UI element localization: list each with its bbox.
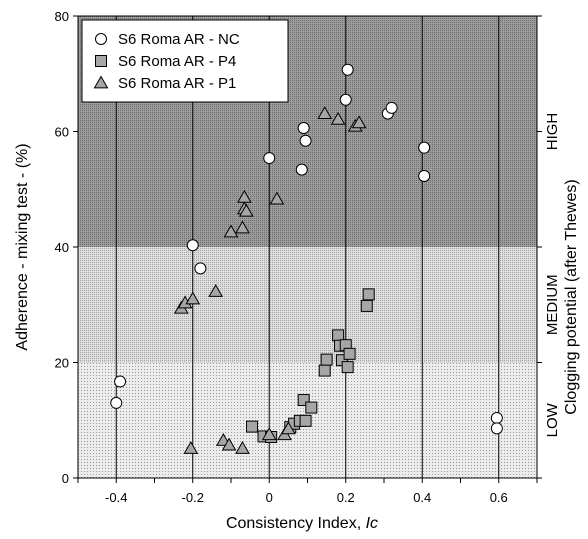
data-point [235,220,250,234]
data-point [343,347,356,360]
zone-labels: LOW MEDIUM HIGH [544,113,561,438]
y-tick-label: 20 [55,356,69,371]
legend-label: S6 Roma AR - NC [118,31,240,48]
data-point [186,239,199,252]
data-point [281,421,296,435]
data-point [297,394,310,407]
data-point [238,203,254,217]
data-point [221,437,237,451]
data-point [295,163,308,176]
x-tick-label: 0.2 [337,490,355,505]
legend-box [81,19,289,103]
data-point [418,169,431,182]
data-point [341,63,354,76]
data-point [246,420,259,433]
data-point [194,262,207,275]
data-point [269,191,285,205]
data-point [114,375,127,388]
series-1 [110,63,503,435]
x-tick-label: -0.4 [105,490,127,505]
data-point [318,364,331,377]
data-point [261,427,277,441]
y-axis-title: Adherence - mixing test - (%) [14,143,31,350]
data-point [223,224,239,238]
x-tick-label: 0.4 [413,490,431,505]
data-point [385,101,398,114]
data-point [235,441,250,454]
legend-label: S6 Roma AR - P1 [118,75,236,92]
y-tick-label: 0 [62,471,69,486]
data-point [362,288,375,301]
data-point [297,122,310,135]
data-point [185,291,201,305]
x-axis-title: Consistency Index, Ic [226,515,378,532]
legend-marker [95,33,107,45]
x-tick-label: -0.2 [182,490,204,505]
legend-marker [95,55,107,67]
data-point [263,152,276,165]
data-point [351,115,367,129]
data-point [490,411,503,424]
data-point [317,106,333,119]
x-axis-title-main: Consistency Index, [226,515,366,532]
x-tick-label: 0 [266,490,273,505]
data-point [330,111,346,125]
legend: S6 Roma AR - NC S6 Roma AR - P4 S6 Roma AR… [81,19,289,103]
data-point [299,414,312,427]
zone-medium [78,247,537,363]
legend-marker [93,75,109,89]
data-point [339,93,352,106]
data-point [183,441,199,454]
zone-label-low: LOW [544,402,561,437]
y-tick-label: 40 [55,240,69,255]
x-tick-label: 0.6 [490,490,508,505]
data-point [360,299,373,312]
data-point [299,134,312,147]
y-axis: 0 20 40 60 80 [55,9,542,486]
zone-label-medium: MEDIUM [544,274,561,335]
data-point [320,353,333,366]
legend-label: S6 Roma AR - P4 [118,53,236,70]
secondary-y-axis-title: Clogging potential (after Thewes) [563,179,580,414]
x-axis-title-symbol: Ic [366,515,378,532]
data-point [490,422,503,435]
y-tick-label: 80 [55,9,69,24]
data-points [110,63,503,454]
zone-label-high: HIGH [544,113,561,151]
x-axis: -0.4 -0.2 0 0.2 0.4 0.6 [77,478,538,505]
data-point [341,361,354,374]
data-point [418,141,431,154]
data-point [208,283,224,297]
data-point [305,401,318,414]
data-point [110,396,123,409]
y-tick-label: 60 [55,125,69,140]
series-3 [173,106,367,454]
